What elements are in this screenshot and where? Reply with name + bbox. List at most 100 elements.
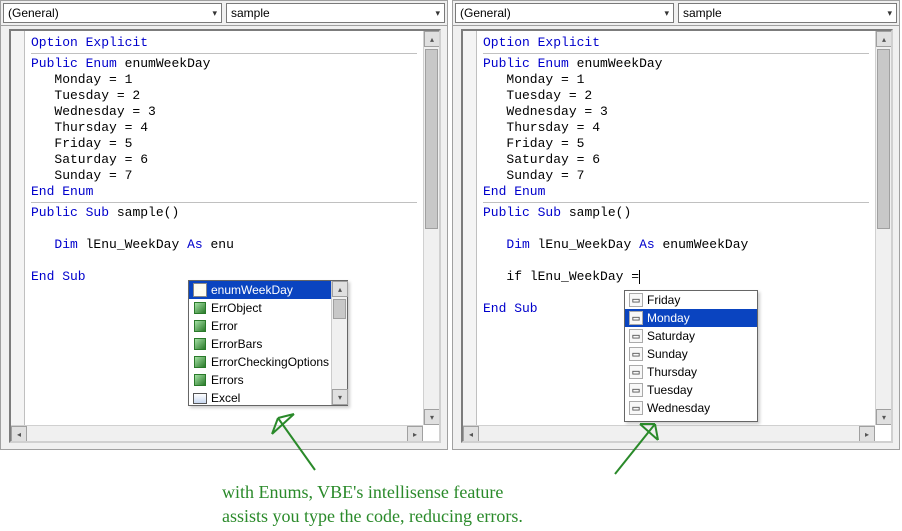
separator bbox=[483, 53, 869, 54]
scroll-down-button[interactable]: ▾ bbox=[424, 409, 440, 425]
scroll-down-button[interactable]: ▾ bbox=[332, 389, 348, 405]
code-line: Saturday = 6 bbox=[506, 152, 600, 167]
intellisense-item[interactable]: ≡enumWeekDay bbox=[189, 281, 331, 299]
identifier: enumWeekDay bbox=[125, 56, 211, 71]
scope-dropdown[interactable]: (General) ▾ bbox=[455, 3, 674, 23]
keyword: Public bbox=[31, 56, 78, 71]
scroll-thumb[interactable] bbox=[333, 299, 346, 319]
type-name: enumWeekDay bbox=[662, 237, 748, 252]
intellisense-popup-types[interactable]: ≡enumWeekDay ErrObject Error ErrorBars Error… bbox=[188, 280, 348, 406]
intellisense-item-label: Tuesday bbox=[647, 383, 693, 397]
intellisense-item-label: Thursday bbox=[647, 365, 697, 379]
scroll-right-button[interactable]: ▸ bbox=[407, 426, 423, 442]
intellisense-popup-members[interactable]: ▭Friday▭Monday▭Saturday▭Sunday▭Thursday▭… bbox=[624, 290, 758, 422]
code-gutter bbox=[463, 31, 477, 441]
vertical-scrollbar[interactable]: ▴ ▾ bbox=[423, 31, 439, 425]
dropdown-bar: (General) ▾ sample ▾ bbox=[453, 1, 899, 26]
keyword: Dim bbox=[506, 237, 529, 252]
member-icon: ▭ bbox=[629, 329, 643, 343]
separator bbox=[31, 53, 417, 54]
intellisense-item-label: Wednesday bbox=[647, 401, 710, 415]
scroll-left-button[interactable]: ◂ bbox=[463, 426, 479, 442]
intellisense-item[interactable]: ▭Friday bbox=[625, 291, 757, 309]
code-line: Wednesday = 3 bbox=[54, 104, 155, 119]
intellisense-item-label: ErrorBars bbox=[211, 337, 262, 351]
scope-dropdown-label: (General) bbox=[8, 6, 59, 20]
horizontal-scrollbar[interactable]: ◂ ▸ bbox=[11, 425, 423, 441]
intellisense-item[interactable]: ▭ Thursday bbox=[625, 363, 757, 381]
procedure-dropdown-label: sample bbox=[683, 6, 722, 20]
intellisense-item[interactable]: ▭Monday bbox=[625, 309, 757, 327]
horizontal-scrollbar[interactable]: ◂ ▸ bbox=[463, 425, 875, 441]
member-icon: ▭ bbox=[629, 365, 643, 379]
intellisense-list: ▭Friday▭Monday▭Saturday▭Sunday▭Thursday▭… bbox=[625, 291, 757, 421]
keyword: Dim bbox=[54, 237, 77, 252]
intellisense-item[interactable]: ▭Sunday bbox=[625, 345, 757, 363]
intellisense-item[interactable]: ▭ Saturday bbox=[625, 327, 757, 345]
intellisense-item[interactable]: ▭ Wednesday bbox=[625, 399, 757, 417]
procedure-dropdown[interactable]: sample ▾ bbox=[678, 3, 897, 23]
keyword: As bbox=[187, 237, 203, 252]
separator bbox=[31, 202, 417, 203]
class-icon bbox=[193, 319, 207, 333]
module-icon bbox=[193, 391, 207, 405]
code-line: Friday = 5 bbox=[506, 136, 584, 151]
partial-typing: enu bbox=[210, 237, 233, 252]
intellisense-item[interactable]: Excel bbox=[189, 389, 331, 405]
intellisense-item[interactable]: ErrorCheckingOptions bbox=[189, 353, 331, 371]
procedure-dropdown[interactable]: sample ▾ bbox=[226, 3, 445, 23]
keyword: Sub bbox=[86, 205, 109, 220]
keyword: End Sub bbox=[483, 301, 538, 316]
keyword: End Enum bbox=[31, 184, 93, 199]
member-icon: ▭ bbox=[629, 401, 643, 415]
intellisense-item[interactable]: Errors bbox=[189, 371, 331, 389]
intellisense-item-label: ErrObject bbox=[211, 301, 262, 315]
keyword: Enum bbox=[86, 56, 117, 71]
scroll-up-button[interactable]: ▴ bbox=[424, 31, 440, 47]
scroll-left-button[interactable]: ◂ bbox=[11, 426, 27, 442]
annotation-caption: with Enums, VBE's intellisense feature a… bbox=[222, 480, 523, 528]
intellisense-item-label: Friday bbox=[647, 293, 680, 307]
vertical-scrollbar[interactable]: ▴ ▾ bbox=[331, 281, 347, 405]
intellisense-item-label: Errors bbox=[211, 373, 244, 387]
scroll-thumb[interactable] bbox=[877, 49, 890, 229]
member-icon: ▭ bbox=[629, 383, 643, 397]
intellisense-item-label: Saturday bbox=[647, 329, 695, 343]
intellisense-item-label: Sunday bbox=[647, 347, 688, 361]
identifier: sample() bbox=[569, 205, 631, 220]
intellisense-item[interactable]: ▭ Tuesday bbox=[625, 381, 757, 399]
class-icon bbox=[193, 337, 207, 351]
identifier: enumWeekDay bbox=[577, 56, 663, 71]
code-line: Monday = 1 bbox=[506, 72, 584, 87]
keyword: Option Explicit bbox=[483, 35, 600, 50]
identifier: lEnu_WeekDay bbox=[538, 237, 632, 252]
caption-line-2: assists you type the code, reducing erro… bbox=[222, 504, 523, 528]
scroll-up-button[interactable]: ▴ bbox=[876, 31, 892, 47]
class-icon bbox=[193, 373, 207, 387]
scroll-thumb[interactable] bbox=[425, 49, 438, 229]
code-line: Friday = 5 bbox=[54, 136, 132, 151]
scroll-up-button[interactable]: ▴ bbox=[332, 281, 348, 297]
intellisense-item[interactable]: Error bbox=[189, 317, 331, 335]
scope-dropdown-label: (General) bbox=[460, 6, 511, 20]
keyword: Public bbox=[31, 205, 78, 220]
intellisense-item[interactable]: ErrorBars bbox=[189, 335, 331, 353]
scope-dropdown[interactable]: (General) ▾ bbox=[3, 3, 222, 23]
class-icon bbox=[193, 355, 207, 369]
keyword: As bbox=[639, 237, 655, 252]
code-line: Saturday = 6 bbox=[54, 152, 148, 167]
operator: = bbox=[623, 269, 639, 284]
code-gutter bbox=[11, 31, 25, 441]
chevron-down-icon: ▾ bbox=[435, 8, 440, 19]
keyword: Sub bbox=[538, 205, 561, 220]
code-line: Thursday = 4 bbox=[54, 120, 148, 135]
vertical-scrollbar[interactable]: ▴ ▾ bbox=[875, 31, 891, 425]
identifier: lEnu_WeekDay bbox=[530, 269, 624, 284]
code-line: Sunday = 7 bbox=[54, 168, 132, 183]
keyword: Public bbox=[483, 205, 530, 220]
scroll-right-button[interactable]: ▸ bbox=[859, 426, 875, 442]
intellisense-item-label: Error bbox=[211, 319, 238, 333]
scroll-down-button[interactable]: ▾ bbox=[876, 409, 892, 425]
keyword: Enum bbox=[538, 56, 569, 71]
intellisense-item[interactable]: ErrObject bbox=[189, 299, 331, 317]
